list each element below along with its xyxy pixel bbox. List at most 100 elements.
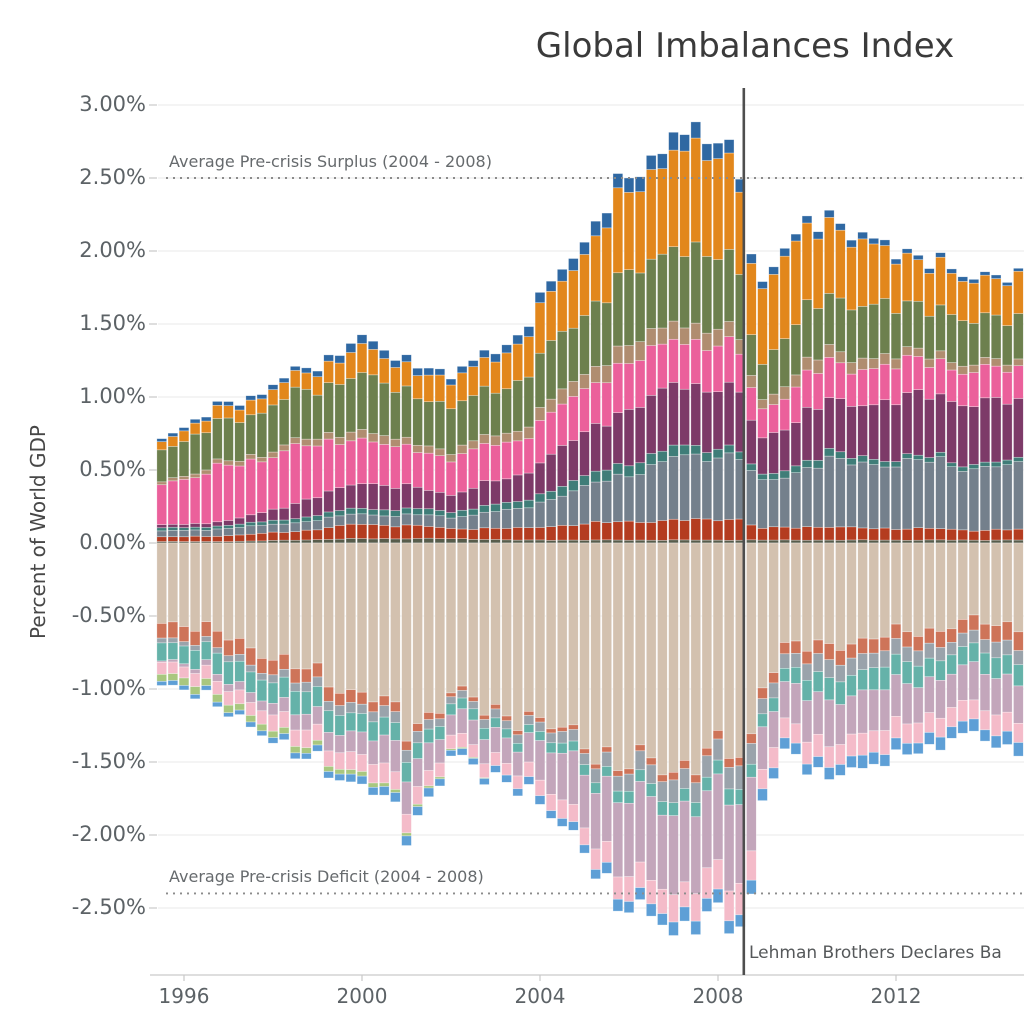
bar-segment-deficit-teal [701, 776, 713, 792]
bar-segment-surplus-blue [946, 268, 957, 274]
bar-segment-deficit-mauve [890, 674, 902, 717]
bar-segment-surplus-darkred [801, 526, 813, 541]
bar-segment-surplus-darkred [557, 525, 568, 541]
bar-segment-deficit-lightpink [857, 732, 868, 756]
bar-segment-deficit-beige [1013, 542, 1024, 633]
bar-segment-surplus-purple [456, 491, 468, 511]
bar-segment-deficit-salmon [979, 623, 991, 640]
bar-segment-deficit-mauve [935, 680, 946, 719]
bar-segment-deficit-lightblue [879, 754, 891, 767]
bar-segment-deficit-salmon [568, 724, 579, 730]
bar-segment-deficit-teal [957, 646, 968, 666]
bar-segment-surplus-pink [768, 404, 779, 433]
bar-segment-deficit-gray [846, 657, 857, 676]
bar-segment-surplus-pink [223, 464, 234, 521]
bar-segment-surplus-tan [590, 366, 601, 383]
bar-segment-deficit-beige [167, 542, 179, 623]
bar-segment-surplus-blue [312, 370, 323, 377]
bar-segment-surplus-tan [801, 356, 813, 371]
bar-segment-surplus-darkolive [390, 538, 401, 544]
bar-segment-surplus-gray [301, 521, 312, 531]
bar-segment-deficit-lightblue [278, 733, 290, 740]
bar-segment-deficit-salmon [345, 689, 357, 703]
bar-segment-surplus-gray [568, 490, 579, 526]
bar-segment-surplus-tan [367, 433, 379, 443]
bar-segment-surplus-orange [690, 137, 701, 243]
bar-segment-surplus-blue [634, 176, 646, 193]
bar-segment-surplus-pink [212, 462, 223, 523]
bar-segment-surplus-olive [835, 297, 846, 353]
bar-segment-surplus-orange [790, 240, 802, 326]
bar-segment-surplus-pink [301, 445, 312, 500]
bar-segment-deficit-teal [212, 652, 223, 675]
bar-segment-surplus-pink [334, 444, 345, 489]
bar-segment-surplus-olive [801, 299, 813, 358]
bar-segment-deficit-beige [345, 542, 357, 690]
bar-segment-surplus-olive [234, 422, 245, 462]
bar-segment-surplus-tan [323, 432, 334, 440]
bar-segment-surplus-darkred [223, 535, 234, 542]
bar-segment-deficit-beige [812, 542, 824, 641]
bar-segment-surplus-pink [189, 477, 201, 524]
bar-segment-surplus-purple [913, 389, 924, 456]
bar-segment-surplus-orange [701, 160, 713, 257]
bar-segment-surplus-gray [456, 516, 468, 530]
bar-segment-surplus-darkolive [868, 539, 879, 544]
bar-segment-deficit-gray [334, 705, 345, 716]
bar-segment-deficit-teal [468, 708, 479, 721]
bar-segment-surplus-orange [434, 374, 446, 402]
bar-segment-deficit-gray [590, 768, 601, 784]
bar-segment-surplus-darkolive [879, 539, 891, 544]
y-tick-label: 3.00% [79, 92, 146, 116]
bar-segment-surplus-darkolive [256, 540, 268, 544]
bar-segment-surplus-purple [545, 453, 557, 492]
bar-segment-surplus-orange [523, 336, 535, 378]
bar-segment-surplus-purple [312, 497, 323, 516]
x-tick-label: 2012 [870, 984, 922, 1008]
bar-segment-deficit-mauve [1013, 685, 1024, 724]
bar-segment-deficit-teal [523, 724, 535, 733]
bar-segment-surplus-purple [723, 381, 735, 446]
y-tick-label: -2.50% [71, 895, 146, 919]
bar-segment-surplus-orange [323, 360, 334, 383]
bar-segment-deficit-beige [178, 542, 190, 627]
bar-segment-deficit-salmon [612, 770, 624, 777]
bar-segment-surplus-pink [623, 363, 635, 410]
bar-segment-surplus-tan [712, 328, 724, 347]
bar-segment-surplus-purple [323, 490, 334, 513]
bar-segment-surplus-olive [768, 349, 779, 395]
bar-segment-surplus-darkred [423, 526, 434, 539]
bar-segment-deficit-gray [835, 664, 846, 683]
bar-segment-surplus-orange [824, 217, 835, 294]
bar-segment-surplus-pink [490, 445, 501, 482]
bar-segment-surplus-purple [201, 523, 212, 528]
bar-segment-deficit-gray [901, 646, 913, 662]
bar-segment-surplus-pink [590, 382, 601, 424]
bar-segment-surplus-purple [379, 485, 390, 511]
bar-segment-deficit-gray [212, 647, 223, 654]
bar-segment-surplus-olive [512, 380, 523, 432]
bar-segment-surplus-olive [779, 338, 790, 388]
bar-segment-deficit-lightpink [590, 848, 601, 870]
bar-segment-deficit-gray [1002, 639, 1013, 656]
bar-segment-surplus-darkred [701, 518, 713, 541]
bar-segment-deficit-lightpink [913, 722, 924, 744]
bar-segment-deficit-beige [935, 542, 946, 632]
bar-segment-deficit-gray [479, 719, 490, 729]
bar-segment-deficit-lightblue [846, 755, 857, 768]
bar-segment-surplus-pink [701, 350, 713, 393]
bar-segment-surplus-gray [601, 480, 612, 523]
bar-segment-surplus-blue [523, 326, 535, 337]
bar-segment-surplus-tan [901, 346, 913, 356]
bar-segment-surplus-tan [579, 374, 590, 389]
bar-segment-surplus-purple [479, 480, 490, 506]
bar-segment-deficit-gray [646, 764, 657, 784]
bar-segment-surplus-tan [668, 320, 679, 340]
bar-segment-deficit-lightblue [935, 736, 946, 751]
bar-segment-surplus-tan [879, 353, 891, 365]
bar-segment-surplus-gray [534, 501, 546, 528]
bar-segment-deficit-gray [757, 698, 768, 715]
bar-segment-surplus-darkolive [401, 538, 412, 544]
bar-segment-deficit-lightblue [901, 743, 913, 755]
